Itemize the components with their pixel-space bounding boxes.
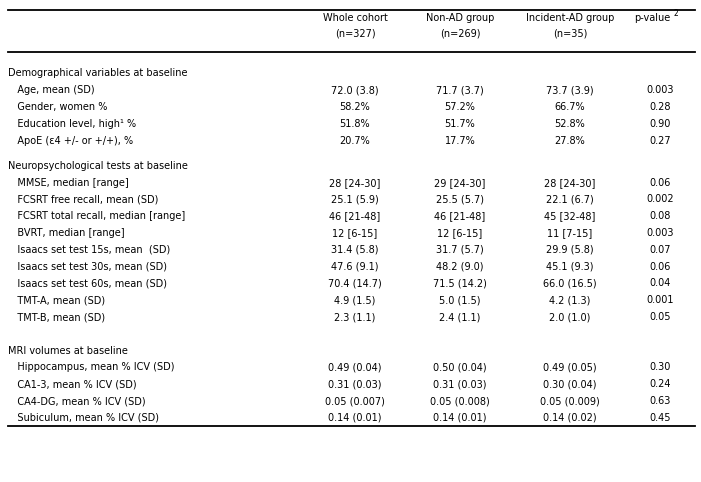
Text: 17.7%: 17.7% (444, 135, 475, 146)
Text: 31.7 (5.7): 31.7 (5.7) (436, 245, 484, 255)
Text: 0.05 (0.007): 0.05 (0.007) (325, 396, 385, 406)
Text: 28 [24-30]: 28 [24-30] (544, 177, 596, 187)
Text: 57.2%: 57.2% (444, 102, 475, 112)
Text: (n=35): (n=35) (553, 29, 587, 39)
Text: 29.9 (5.8): 29.9 (5.8) (546, 245, 594, 255)
Text: 2.0 (1.0): 2.0 (1.0) (550, 312, 591, 322)
Text: 0.31 (0.03): 0.31 (0.03) (328, 379, 382, 389)
Text: 73.7 (3.9): 73.7 (3.9) (546, 85, 594, 95)
Text: Age, mean (SD): Age, mean (SD) (8, 85, 95, 95)
Text: 0.24: 0.24 (649, 379, 671, 389)
Text: 0.14 (0.01): 0.14 (0.01) (328, 413, 382, 423)
Text: Demographical variables at baseline: Demographical variables at baseline (8, 68, 187, 79)
Text: 0.003: 0.003 (646, 85, 674, 95)
Text: FCSRT free recall, mean (SD): FCSRT free recall, mean (SD) (8, 194, 158, 204)
Text: 0.14 (0.01): 0.14 (0.01) (433, 413, 486, 423)
Text: MMSE, median [range]: MMSE, median [range] (8, 177, 129, 187)
Text: 0.04: 0.04 (649, 279, 671, 288)
Text: (n=269): (n=269) (440, 29, 480, 39)
Text: 5.0 (1.5): 5.0 (1.5) (440, 295, 481, 305)
Text: 0.07: 0.07 (649, 245, 671, 255)
Text: 4.9 (1.5): 4.9 (1.5) (334, 295, 376, 305)
Text: 22.1 (6.7): 22.1 (6.7) (546, 194, 594, 204)
Text: 0.49 (0.05): 0.49 (0.05) (543, 362, 597, 373)
Text: Subiculum, mean % ICV (SD): Subiculum, mean % ICV (SD) (8, 413, 159, 423)
Text: 31.4 (5.8): 31.4 (5.8) (332, 245, 379, 255)
Text: 66.7%: 66.7% (554, 102, 585, 112)
Text: 0.63: 0.63 (649, 396, 671, 406)
Text: 28 [24-30]: 28 [24-30] (329, 177, 381, 187)
Text: 66.0 (16.5): 66.0 (16.5) (543, 279, 597, 288)
Text: 46 [21-48]: 46 [21-48] (435, 211, 486, 221)
Text: 0.06: 0.06 (649, 262, 671, 271)
Text: 25.1 (5.9): 25.1 (5.9) (331, 194, 379, 204)
Text: 47.6 (9.1): 47.6 (9.1) (332, 262, 379, 271)
Text: Whole cohort: Whole cohort (322, 13, 388, 23)
Text: Isaacs set test 60s, mean (SD): Isaacs set test 60s, mean (SD) (8, 279, 167, 288)
Text: 20.7%: 20.7% (339, 135, 370, 146)
Text: FCSRT total recall, median [range]: FCSRT total recall, median [range] (8, 211, 185, 221)
Text: 58.2%: 58.2% (339, 102, 370, 112)
Text: Hippocampus, mean % ICV (SD): Hippocampus, mean % ICV (SD) (8, 362, 175, 373)
Text: 12 [6-15]: 12 [6-15] (437, 228, 482, 238)
Text: 25.5 (5.7): 25.5 (5.7) (436, 194, 484, 204)
Text: 2.3 (1.1): 2.3 (1.1) (334, 312, 376, 322)
Text: 51.8%: 51.8% (340, 119, 370, 129)
Text: Education level, high¹ %: Education level, high¹ % (8, 119, 136, 129)
Text: 72.0 (3.8): 72.0 (3.8) (331, 85, 379, 95)
Text: Isaacs set test 15s, mean  (SD): Isaacs set test 15s, mean (SD) (8, 245, 170, 255)
Text: CA1-3, mean % ICV (SD): CA1-3, mean % ICV (SD) (8, 379, 137, 389)
Text: TMT-B, mean (SD): TMT-B, mean (SD) (8, 312, 105, 322)
Text: 46 [21-48]: 46 [21-48] (329, 211, 381, 221)
Text: MRI volumes at baseline: MRI volumes at baseline (8, 346, 128, 356)
Text: 4.2 (1.3): 4.2 (1.3) (550, 295, 591, 305)
Text: 0.14 (0.02): 0.14 (0.02) (543, 413, 597, 423)
Text: 45.1 (9.3): 45.1 (9.3) (546, 262, 594, 271)
Text: 0.05 (0.008): 0.05 (0.008) (430, 396, 490, 406)
Text: 0.90: 0.90 (649, 119, 671, 129)
Text: 0.08: 0.08 (649, 211, 671, 221)
Text: 48.2 (9.0): 48.2 (9.0) (436, 262, 484, 271)
Text: 0.31 (0.03): 0.31 (0.03) (433, 379, 486, 389)
Text: BVRT, median [range]: BVRT, median [range] (8, 228, 125, 238)
Text: 0.003: 0.003 (646, 228, 674, 238)
Text: p-value: p-value (634, 13, 670, 23)
Text: Gender, women %: Gender, women % (8, 102, 107, 112)
Text: CA4-DG, mean % ICV (SD): CA4-DG, mean % ICV (SD) (8, 396, 146, 406)
Text: Incident-AD group: Incident-AD group (526, 13, 614, 23)
Text: 0.002: 0.002 (646, 194, 674, 204)
Text: 0.05 (0.009): 0.05 (0.009) (540, 396, 600, 406)
Text: 70.4 (14.7): 70.4 (14.7) (328, 279, 382, 288)
Text: 29 [24-30]: 29 [24-30] (435, 177, 486, 187)
Text: 0.27: 0.27 (649, 135, 671, 146)
Text: Isaacs set test 30s, mean (SD): Isaacs set test 30s, mean (SD) (8, 262, 167, 271)
Text: 12 [6-15]: 12 [6-15] (332, 228, 378, 238)
Text: 2.4 (1.1): 2.4 (1.1) (440, 312, 481, 322)
Text: 71.7 (3.7): 71.7 (3.7) (436, 85, 484, 95)
Text: 45 [32-48]: 45 [32-48] (544, 211, 596, 221)
Text: Neuropsychological tests at baseline: Neuropsychological tests at baseline (8, 161, 188, 171)
Text: ApoE (ε4 +/- or +/+), %: ApoE (ε4 +/- or +/+), % (8, 135, 133, 146)
Text: 51.7%: 51.7% (444, 119, 475, 129)
Text: 2: 2 (674, 10, 679, 18)
Text: 27.8%: 27.8% (554, 135, 585, 146)
Text: 0.50 (0.04): 0.50 (0.04) (433, 362, 486, 373)
Text: 0.49 (0.04): 0.49 (0.04) (328, 362, 382, 373)
Text: 0.45: 0.45 (649, 413, 671, 423)
Text: 0.05: 0.05 (649, 312, 671, 322)
Text: 52.8%: 52.8% (554, 119, 585, 129)
Text: 0.001: 0.001 (646, 295, 674, 305)
Text: 0.06: 0.06 (649, 177, 671, 187)
Text: 71.5 (14.2): 71.5 (14.2) (433, 279, 487, 288)
Text: 11 [7-15]: 11 [7-15] (547, 228, 592, 238)
Text: 0.30 (0.04): 0.30 (0.04) (543, 379, 597, 389)
Text: TMT-A, mean (SD): TMT-A, mean (SD) (8, 295, 105, 305)
Text: Non-AD group: Non-AD group (426, 13, 494, 23)
Text: (n=327): (n=327) (334, 29, 375, 39)
Text: 0.28: 0.28 (649, 102, 671, 112)
Text: 0.30: 0.30 (649, 362, 671, 373)
